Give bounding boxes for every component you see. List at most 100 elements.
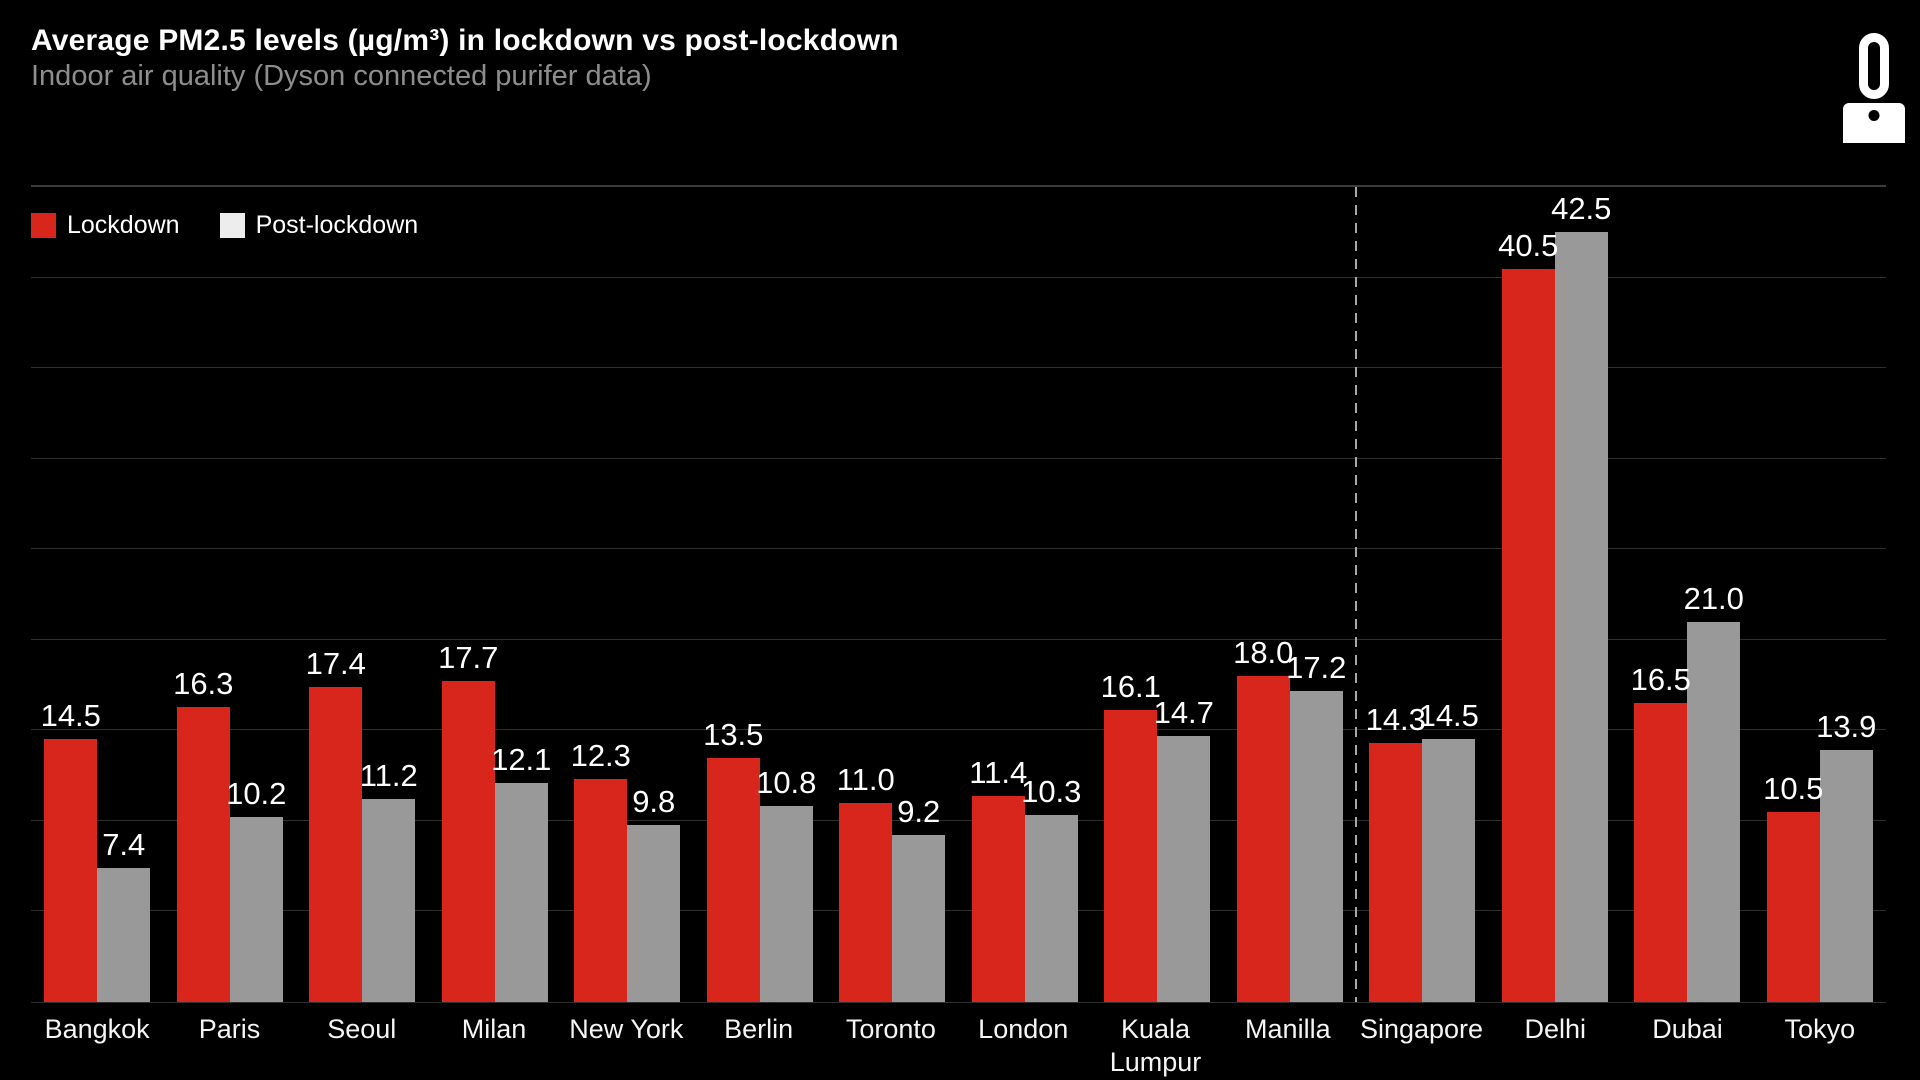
post-lockdown-bar-london: 10.3 [1021, 774, 1081, 1002]
value-label: 17.7 [438, 640, 499, 676]
chart-subtitle: Indoor air quality (Dyson connected puri… [31, 60, 652, 92]
bar-group-singapore: 14.3 14.5 [1356, 187, 1489, 1002]
post-lockdown-bar-singapore: 14.5 [1419, 698, 1479, 1002]
legend-item-post-lockdown: Post-lockdown [219, 211, 419, 240]
bar-group-berlin: 13.5 10.8 [694, 187, 827, 1002]
value-label: 9.8 [632, 783, 676, 819]
x-axis-label-manilla: Manilla [1245, 1014, 1331, 1044]
bar-group-tokyo: 10.5 13.9 [1754, 187, 1887, 1002]
lockdown-bar-tokyo: 10.5 [1763, 771, 1823, 1002]
value-label: 10.5 [1763, 770, 1824, 806]
region-divider-dashed-line [1355, 187, 1357, 1002]
lockdown-bar-singapore: 14.3 [1366, 702, 1426, 1002]
bar-group-dubai: 16.5 21.0 [1621, 187, 1754, 1002]
purifier-base-shape [1843, 103, 1905, 143]
lockdown-bar-manilla: 18.0 [1233, 635, 1293, 1002]
purifier-ring-shape [1859, 33, 1889, 99]
value-label: 12.1 [491, 741, 552, 777]
x-axis-label-london: London [978, 1014, 1069, 1044]
x-axis-label-toronto: Toronto [845, 1014, 936, 1044]
value-label: 10.2 [226, 776, 287, 812]
x-axis-label-bangkok: Bangkok [44, 1014, 150, 1044]
value-label: 18.0 [1233, 635, 1294, 670]
value-label: 11.4 [969, 754, 1028, 790]
bar-group-seoul: 17.4 11.2 [296, 187, 429, 1002]
post-lockdown-bar-paris: 10.2 [226, 776, 286, 1002]
value-label: 7.4 [102, 826, 146, 862]
bar-group-delhi: 40.5 42.5 [1489, 187, 1622, 1002]
bar-group-london: 11.4 10.3 [959, 187, 1092, 1002]
x-axis-label-dubai: Dubai [1652, 1014, 1723, 1044]
value-label: 10.3 [1021, 774, 1082, 810]
x-axis-labels: Bangkok Paris Seoul Milan New York Berlin Toro… [31, 1013, 1886, 1079]
post-lockdown-bar-bangkok: 7.4 [97, 827, 151, 1002]
value-label: 42.5 [1551, 191, 1612, 227]
gridline-5 [31, 910, 1886, 912]
chart-legend: Lockdown Post-lockdown [31, 211, 418, 240]
lockdown-bar-toronto: 11.0 [837, 762, 895, 1002]
value-label: 14.3 [1365, 702, 1426, 738]
value-label: 9.2 [897, 794, 941, 830]
bar-group-milan: 17.7 12.1 [429, 187, 562, 1002]
x-axis-baseline [31, 1002, 1886, 1003]
x-axis-label-delhi: Delhi [1524, 1014, 1586, 1044]
bar-group-paris: 16.3 10.2 [164, 187, 297, 1002]
post-lockdown-bar-milan: 12.1 [491, 742, 551, 1002]
chart-title: Average PM2.5 levels (µg/m³) in lockdown… [31, 24, 899, 57]
post-lockdown-bar-dubai: 21.0 [1684, 581, 1744, 1002]
bar-group-toronto: 11.0 9.2 [826, 187, 959, 1002]
dyson-purifier-icon [1843, 33, 1905, 143]
value-label: 40.5 [1498, 227, 1559, 263]
post-lockdown-bar-berlin: 10.8 [756, 765, 816, 1002]
legend-label-post-lockdown: Post-lockdown [255, 211, 419, 239]
value-label: 13.9 [1816, 709, 1877, 745]
bar-group-new-york: 12.3 9.8 [561, 187, 694, 1002]
bar-group-manilla: 18.0 17.2 [1224, 187, 1357, 1002]
x-axis-label-seoul: Seoul [327, 1014, 397, 1044]
gridline-30 [31, 457, 1886, 459]
bar-group-bangkok: 14.5 7.4 [31, 187, 164, 1002]
value-label: 17.4 [305, 645, 366, 681]
value-label: 10.8 [756, 765, 817, 801]
gridline-35 [31, 367, 1886, 369]
post-lockdown-bar-seoul: 11.2 [360, 758, 418, 1002]
post-lockdown-bar-kuala-lumpur: 14.7 [1154, 695, 1214, 1002]
post-lockdown-bar-toronto: 9.2 [892, 794, 946, 1002]
x-axis-label-berlin: Berlin [724, 1014, 794, 1044]
value-label: 14.5 [1418, 698, 1479, 734]
lockdown-bar-london: 11.4 [969, 755, 1027, 1002]
bar-group-kuala-lumpur: 16.1 14.7 [1091, 187, 1224, 1002]
gridline-40 [31, 276, 1886, 278]
lockdown-bar-milan: 17.7 [438, 640, 498, 1002]
value-label: 16.5 [1630, 662, 1691, 698]
value-label: 11.2 [359, 758, 418, 794]
lockdown-bar-new-york: 12.3 [571, 738, 631, 1002]
lockdown-bar-berlin: 13.5 [703, 717, 763, 1002]
bar-groups: 14.5 7.4 16.3 10.2 17.4 11.2 17.7 12.1 12.3 9.8 13… [31, 187, 1886, 1002]
x-axis-label-milan: Milan [461, 1014, 527, 1044]
post-lockdown-bar-delhi: 42.5 [1551, 191, 1611, 1002]
value-label: 11.0 [836, 761, 895, 797]
lockdown-bar-delhi: 40.5 [1498, 228, 1558, 1002]
lockdown-bar-seoul: 17.4 [306, 646, 366, 1002]
post-lockdown-bar-tokyo: 13.9 [1816, 709, 1876, 1002]
value-label: 14.7 [1153, 694, 1214, 730]
value-label: 17.2 [1286, 649, 1347, 685]
x-axis-label-paris: Paris [198, 1014, 261, 1044]
gridline-15 [31, 729, 1886, 731]
value-label: 12.3 [570, 738, 631, 774]
value-label: 14.5 [40, 698, 101, 734]
x-axis-label-tokyo: Tokyo [1784, 1014, 1856, 1044]
value-label: 16.3 [173, 665, 234, 701]
post-lockdown-bar-manilla: 17.2 [1286, 650, 1346, 1002]
gridline-25 [31, 548, 1886, 550]
legend-label-lockdown: Lockdown [67, 211, 180, 239]
gridline-20 [31, 638, 1886, 640]
lockdown-bar-dubai: 16.5 [1631, 662, 1691, 1002]
lockdown-bar-paris: 16.3 [173, 666, 233, 1002]
value-label: 21.0 [1683, 580, 1744, 616]
lockdown-bar-kuala-lumpur: 16.1 [1101, 669, 1161, 1002]
post-lockdown-swatch-icon [219, 213, 245, 238]
value-label: 13.5 [703, 716, 764, 752]
